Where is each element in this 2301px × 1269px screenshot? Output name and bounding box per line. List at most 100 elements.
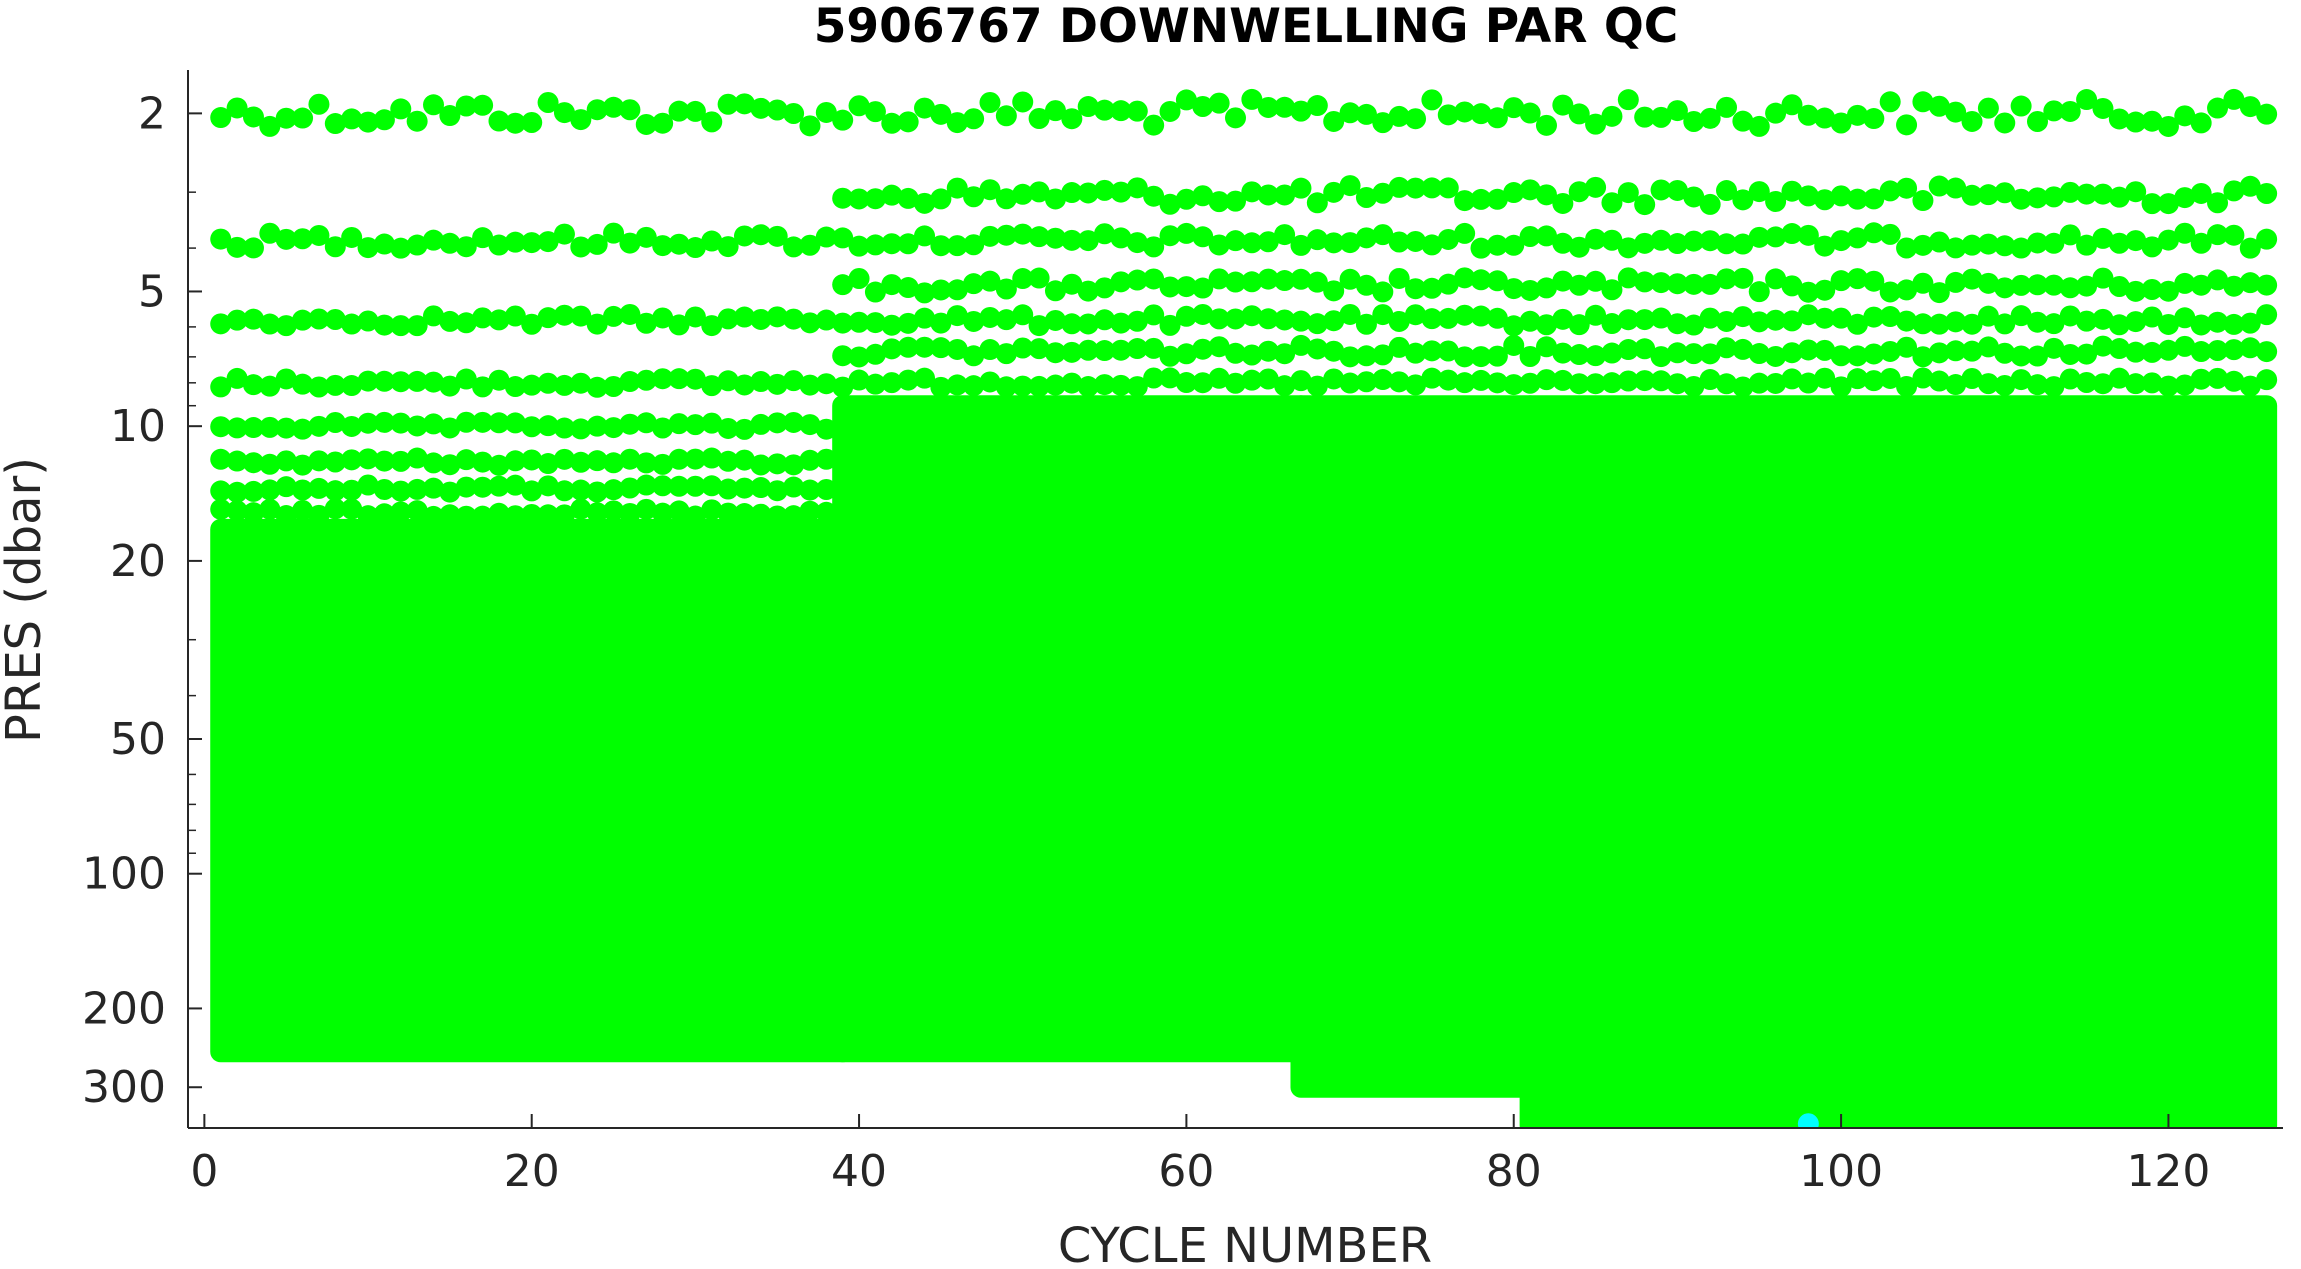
data-point <box>1470 346 1492 368</box>
data-point <box>2076 343 2098 365</box>
data-point <box>881 372 903 394</box>
data-point <box>1094 309 1116 331</box>
data-point <box>275 107 297 129</box>
y-tick-label: 200 <box>82 983 166 1034</box>
data-point <box>1028 267 1050 289</box>
data-point <box>1748 343 1770 365</box>
data-point <box>1257 340 1279 362</box>
data-point <box>832 109 854 131</box>
data-point <box>684 306 706 328</box>
data-point <box>652 417 674 439</box>
data-point <box>1159 367 1181 389</box>
data-point <box>1126 376 1148 398</box>
data-point <box>455 236 477 258</box>
data-point <box>717 450 739 472</box>
data-point <box>701 447 723 469</box>
data-point <box>1323 280 1345 302</box>
data-point <box>2207 311 2229 333</box>
data-point <box>1339 346 1361 368</box>
data-point <box>1797 339 1819 361</box>
data-point <box>815 501 837 523</box>
data-point <box>210 448 232 470</box>
data-point <box>553 417 575 439</box>
data-point <box>930 235 952 257</box>
data-point <box>864 101 886 123</box>
data-point <box>242 374 264 396</box>
data-point <box>1110 374 1132 396</box>
data-point <box>455 411 477 433</box>
data-point <box>684 475 706 497</box>
data-point <box>1716 96 1738 118</box>
data-point <box>1748 372 1770 394</box>
data-point <box>1519 279 1541 301</box>
data-point <box>1617 370 1639 392</box>
data-point <box>1716 310 1738 332</box>
data-point <box>390 501 412 523</box>
data-point <box>1830 270 1852 292</box>
data-point <box>1094 99 1116 121</box>
data-point <box>1634 194 1656 216</box>
data-point <box>1437 104 1459 126</box>
data-point <box>324 412 346 434</box>
data-point <box>2026 345 2048 367</box>
data-point <box>930 337 952 359</box>
data-point <box>1503 315 1525 337</box>
data-point <box>1716 373 1738 395</box>
data-point <box>881 274 903 296</box>
data-point <box>1716 337 1738 359</box>
data-point <box>1257 368 1279 390</box>
data-point <box>472 376 494 398</box>
data-point <box>586 415 608 437</box>
data-point <box>1765 309 1787 331</box>
data-point <box>2125 280 2147 302</box>
data-point <box>226 450 248 472</box>
data-point <box>963 273 985 295</box>
data-point <box>242 452 264 474</box>
data-point <box>619 303 641 325</box>
data-point <box>1814 367 1836 389</box>
data-point <box>1421 367 1443 389</box>
data-point <box>815 418 837 440</box>
data-point <box>472 307 494 329</box>
data-point <box>2010 95 2032 117</box>
data-point <box>390 480 412 502</box>
data-point <box>2207 367 2229 389</box>
data-point <box>1143 268 1165 290</box>
axes: 0 20 40 60 80 100 120 2 5 10 20 50 100 200 300 <box>82 70 2283 1197</box>
data-point <box>2059 305 2081 327</box>
data-point <box>488 502 510 524</box>
data-point <box>864 343 886 365</box>
data-point <box>1568 103 1590 125</box>
data-point <box>1323 110 1345 132</box>
data-point <box>979 179 1001 201</box>
data-point <box>1208 308 1230 330</box>
data-point <box>1912 346 1934 368</box>
data-point <box>1535 225 1557 247</box>
data-point <box>390 450 412 472</box>
data-point <box>586 450 608 472</box>
data-point <box>1126 232 1148 254</box>
data-point <box>1781 310 1803 332</box>
data-point <box>341 449 363 471</box>
data-point <box>521 374 543 396</box>
data-point <box>406 110 428 132</box>
data-point <box>766 412 788 434</box>
data-point <box>1683 186 1705 208</box>
data-point <box>1617 89 1639 111</box>
data-point <box>390 98 412 120</box>
data-point <box>1830 345 1852 367</box>
data-point <box>1650 370 1672 392</box>
data-point <box>1683 376 1705 398</box>
data-point <box>1486 270 1508 292</box>
data-point <box>864 312 886 334</box>
data-point <box>1077 96 1099 118</box>
data-point <box>1797 104 1819 126</box>
data-point <box>1568 373 1590 395</box>
data-point <box>324 113 346 135</box>
data-point <box>832 415 854 437</box>
data-point <box>2108 314 2130 336</box>
data-point <box>1192 338 1214 360</box>
data-point <box>733 477 755 499</box>
data-point <box>1552 308 1574 330</box>
data-point <box>1110 339 1132 361</box>
